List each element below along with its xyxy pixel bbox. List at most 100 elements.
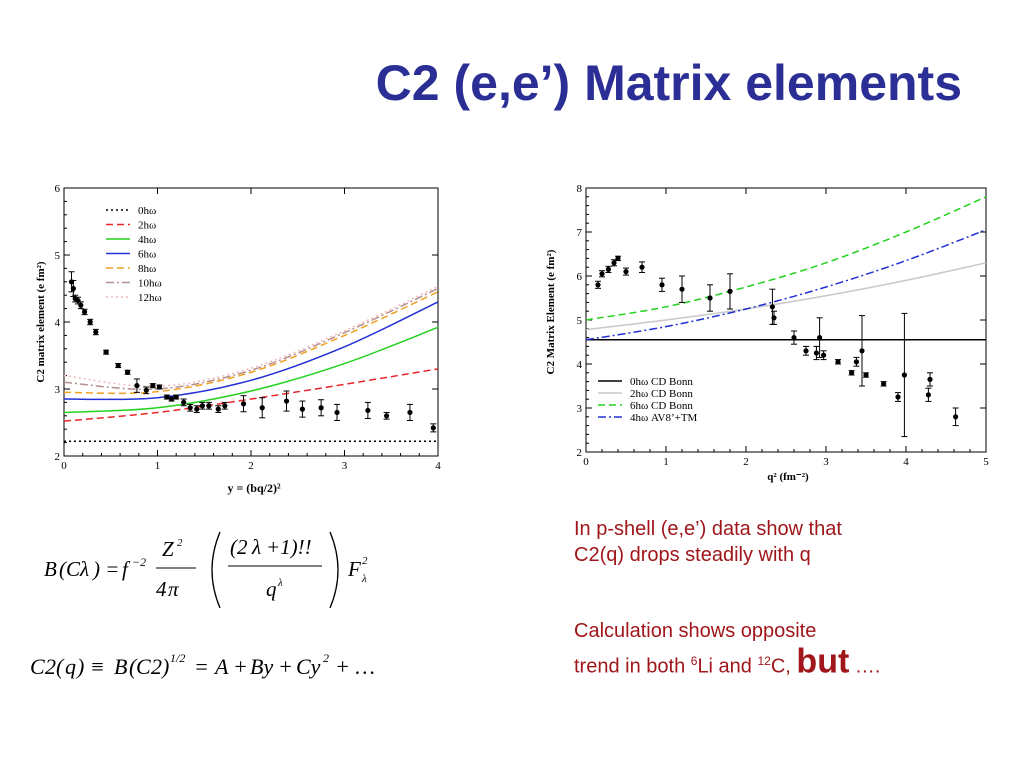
svg-text:λ: λ — [361, 573, 367, 585]
series-line-4h-av8-tm — [585, 229, 987, 341]
note-line-2: C2(q) drops steadily with q — [574, 544, 811, 566]
data-point — [707, 295, 713, 301]
svg-text:) ≡: ) ≡ — [75, 654, 105, 679]
x-tick-label: 0 — [61, 460, 67, 472]
x-axis-label: y = (bq/2)² — [227, 481, 281, 495]
data-point — [206, 403, 212, 409]
data-point — [771, 315, 777, 321]
svg-text:(: ( — [129, 654, 138, 679]
data-point — [595, 282, 601, 288]
formula-c2-q-drawing: C 2( q) ≡ B( C 2) 1/2 = A + By + Cy 2 + … — [30, 651, 375, 679]
data-point — [93, 329, 99, 335]
note-superscript-6: 6 — [690, 654, 698, 668]
svg-text:Z: Z — [162, 537, 174, 561]
svg-text:π: π — [168, 577, 179, 601]
legend-label: 4hω AV8’+TM — [630, 412, 698, 424]
y-tick-label: 6 — [577, 271, 583, 283]
data-point — [199, 403, 205, 409]
data-point — [222, 403, 228, 409]
y-tick-label: 2 — [55, 451, 61, 463]
svg-text:q: q — [65, 654, 76, 679]
series-line-2h-cd-bonn — [585, 262, 987, 331]
chart-c2-vs-y: 0 1 2 3 4 2 3 4 5 6 0hω 2hω 4hω 6hω 8hω 10hω 12hω y = (… — [35, 183, 441, 495]
x-tick-label: 2 — [248, 460, 254, 472]
y-tick-label: 4 — [577, 359, 583, 371]
note-superscript-12: 12 — [757, 654, 771, 668]
svg-text:+: + — [278, 654, 293, 679]
data-point — [895, 394, 901, 400]
data-point — [813, 350, 819, 356]
data-point — [639, 264, 645, 270]
y-axis-label: C2 Matrix Element (e fm²) — [545, 249, 557, 374]
data-point — [215, 406, 221, 412]
svg-text:f: f — [122, 557, 131, 581]
y-tick-label: 2 — [577, 447, 583, 459]
y-tick-label: 5 — [55, 250, 61, 262]
legend-label: 6hω CD Bonn — [630, 400, 693, 412]
legend-label: 2hω — [138, 220, 156, 232]
data-point — [187, 405, 193, 411]
series-line-12h- — [63, 285, 439, 388]
note-line-1: In p-shell (e,e’) data show that — [574, 518, 842, 540]
svg-text:+: + — [233, 654, 248, 679]
data-point — [727, 288, 733, 294]
y-tick-label: 7 — [577, 227, 583, 239]
data-point — [881, 381, 887, 387]
data-point — [859, 348, 865, 354]
x-tick-label: 1 — [155, 460, 161, 472]
x-tick-label: 3 — [823, 456, 829, 468]
legend-label: 0hω — [138, 205, 156, 217]
svg-text:Cy: Cy — [296, 654, 321, 679]
data-point — [611, 260, 617, 266]
y-tick-label: 3 — [55, 384, 61, 396]
data-point — [103, 349, 109, 355]
note-calculation-trend: Calculation shows opposite trend in both… — [574, 618, 880, 680]
data-point — [927, 376, 933, 382]
series-line-6h- — [63, 301, 439, 401]
data-point — [853, 359, 859, 365]
x-tick-label: 4 — [903, 456, 909, 468]
series-line-2h- — [63, 368, 439, 422]
data-point — [87, 319, 93, 325]
note-line-3: Calculation shows opposite — [574, 620, 817, 642]
svg-text:λ: λ — [251, 535, 261, 559]
y-tick-label: 8 — [577, 183, 583, 195]
data-point — [383, 413, 390, 419]
series-line-4h- — [63, 326, 439, 414]
legend-label: 4hω — [138, 234, 156, 246]
data-point — [821, 352, 827, 358]
data-point — [679, 286, 685, 292]
data-point — [259, 405, 265, 411]
legend-label: 8hω — [138, 263, 156, 275]
series-line-8h- — [63, 291, 439, 395]
svg-text:F: F — [347, 557, 361, 581]
data-point — [164, 394, 170, 400]
data-point — [769, 304, 775, 310]
data-point — [299, 406, 306, 412]
x-axis-label: q² (fm⁻²) — [767, 471, 809, 483]
svg-text:2: 2 — [323, 651, 329, 665]
data-point — [283, 398, 290, 404]
svg-text:1/2: 1/2 — [170, 651, 185, 665]
x-tick-label: 5 — [983, 456, 989, 468]
svg-text:=: = — [194, 654, 209, 679]
data-point — [849, 370, 855, 376]
x-tick-label: 1 — [663, 456, 669, 468]
data-point — [365, 407, 371, 414]
series-line-10h- — [63, 287, 439, 391]
svg-text:λ: λ — [277, 577, 283, 589]
data-point — [953, 414, 959, 420]
data-point — [81, 309, 88, 315]
svg-text:C: C — [30, 654, 45, 679]
note-data-trend: In p-shell (e,e’) data show that C2(q) d… — [574, 516, 842, 568]
svg-text:2): 2) — [151, 654, 169, 679]
data-point — [901, 372, 907, 378]
slide-title: C2 (e,e’) Matrix elements — [375, 55, 962, 111]
svg-text:Cλ: Cλ — [66, 557, 89, 581]
data-point — [791, 335, 797, 341]
svg-text:B: B — [44, 557, 57, 581]
data-point — [925, 392, 931, 398]
data-point — [407, 409, 413, 416]
